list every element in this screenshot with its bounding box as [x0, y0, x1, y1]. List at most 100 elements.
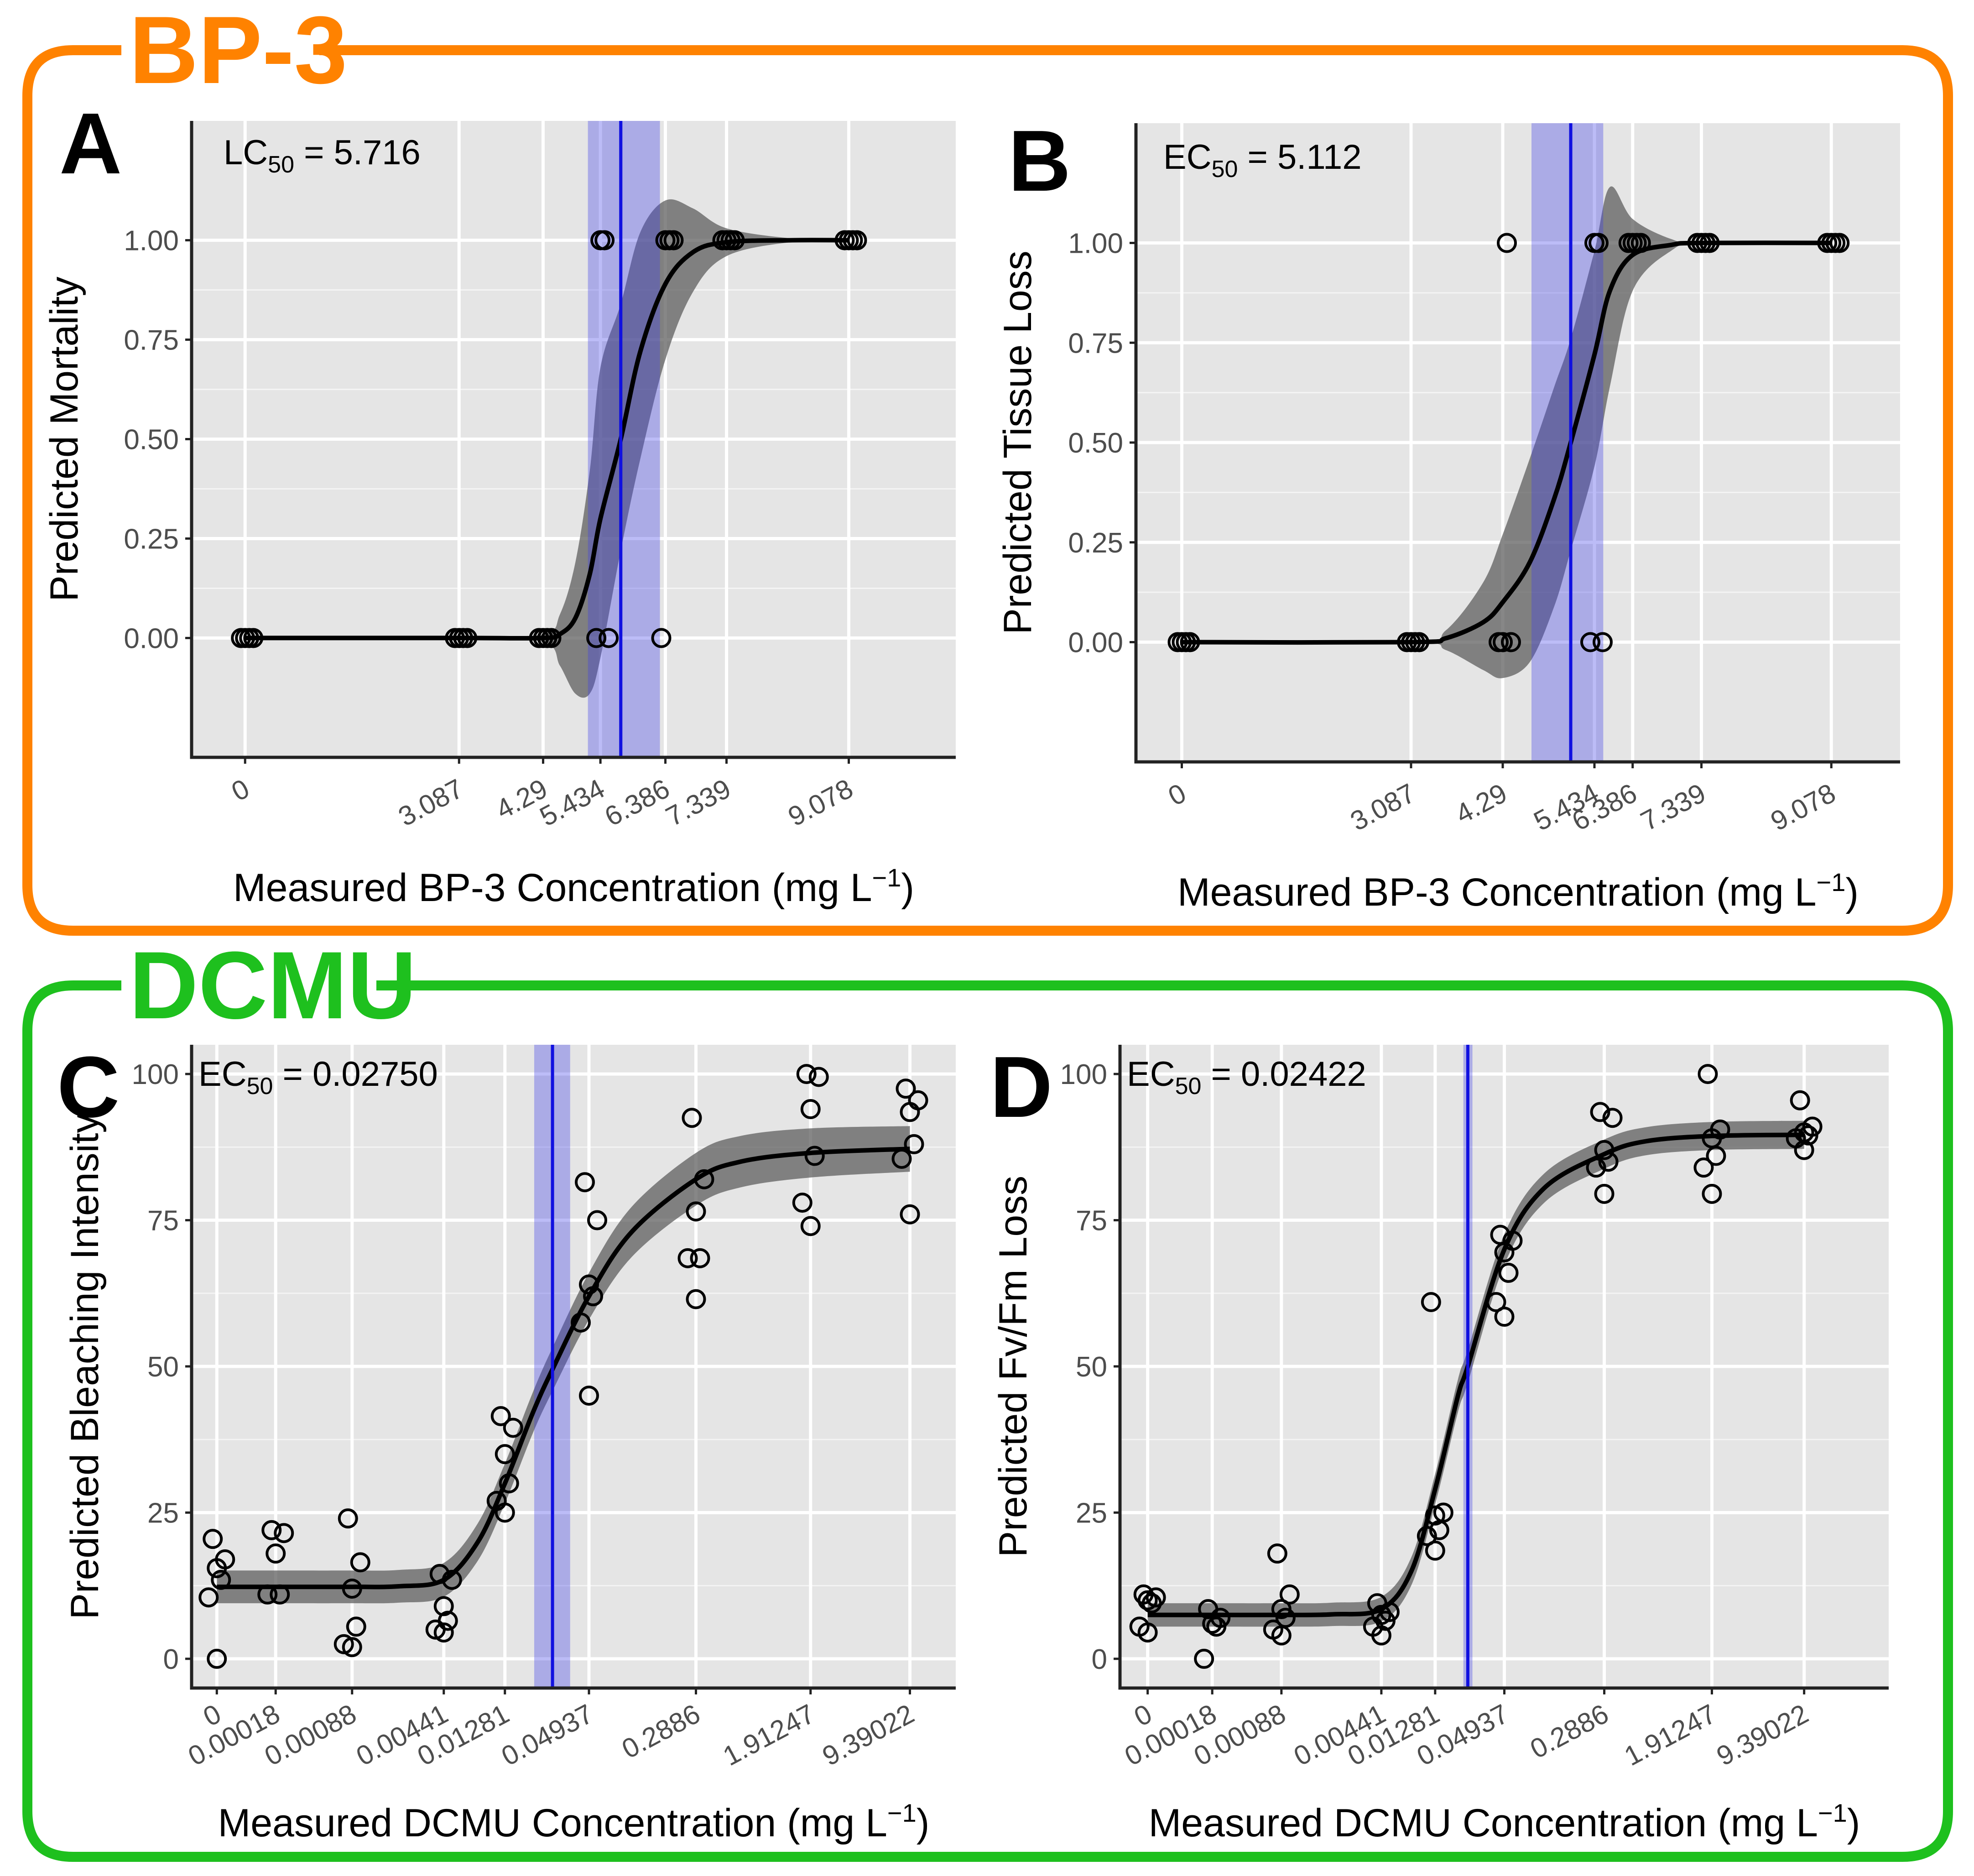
x-tick-label: 5.434	[535, 773, 609, 832]
data-point	[1425, 1505, 1445, 1526]
ec50-label: EC	[1163, 138, 1212, 177]
data-point	[266, 1543, 286, 1564]
data-point	[1695, 233, 1716, 253]
axis-lines	[1118, 1045, 1889, 1690]
data-point	[891, 1148, 912, 1169]
data-point	[1271, 1625, 1292, 1646]
data-point	[537, 628, 557, 648]
data-point	[270, 1584, 290, 1605]
data-point	[808, 1067, 829, 1087]
y-tick-label: 0.00	[1068, 627, 1123, 659]
x-tick-label: 0.04937	[496, 1698, 598, 1772]
y-tick-label: 75	[1076, 1205, 1107, 1237]
ec50-label: LC	[224, 133, 268, 172]
x-tick-label: 0.2886	[617, 1698, 705, 1764]
data-point	[796, 1064, 817, 1084]
data-point	[583, 1286, 603, 1307]
data-point	[843, 230, 863, 250]
panel-letter-c: C	[57, 1039, 120, 1136]
group-title-dcmu: DCMU	[129, 932, 417, 1039]
x-tick-label: 9.078	[783, 773, 858, 832]
x-tick-label: 3.087	[1345, 777, 1420, 837]
data-point	[1279, 1584, 1300, 1605]
data-point	[1486, 1292, 1506, 1312]
plot-content	[231, 121, 867, 757]
y-tick-label: 0.75	[124, 325, 179, 356]
fitted-curve	[1147, 1132, 1804, 1617]
ec50-subscript: 50	[247, 1073, 273, 1100]
data-point	[198, 1587, 219, 1608]
x-tick-label: 1.91247	[1620, 1698, 1721, 1772]
ec50-value: = 5.716	[294, 133, 421, 172]
data-point	[1375, 1610, 1396, 1631]
ec50-subscript: 50	[268, 151, 294, 178]
y-tick-label: 75	[147, 1205, 179, 1237]
data-point	[1586, 1157, 1606, 1178]
data-point	[257, 1584, 278, 1605]
data-point	[207, 1648, 227, 1669]
data-point	[1698, 1064, 1718, 1084]
panel-d-fvfm-loss: 025507510000.000180.000880.004410.012810…	[991, 1045, 1889, 1845]
data-point	[599, 628, 619, 648]
data-point	[1498, 1262, 1519, 1283]
data-point	[686, 1289, 706, 1309]
y-tick-label: 0.50	[1068, 427, 1123, 459]
data-point	[211, 1569, 231, 1590]
x-tick-label: 7.339	[1636, 777, 1711, 837]
y-tick-label: 0.50	[124, 424, 179, 456]
data-point	[442, 1569, 462, 1590]
ec50-label: EC	[198, 1055, 247, 1094]
data-point	[203, 1529, 223, 1549]
ec50-subscript: 50	[1212, 156, 1238, 182]
x-tick-label: 6.386	[600, 773, 675, 832]
panel-b-tissue-loss: 0.000.250.500.751.000 3.087 4.29 5.4346.386…	[996, 123, 1900, 914]
data-point	[659, 230, 680, 250]
data-point	[694, 1169, 714, 1189]
data-point	[1794, 1140, 1814, 1160]
fit-confidence-ribbon	[217, 1126, 910, 1604]
data-point	[686, 1201, 706, 1222]
data-point	[900, 1102, 920, 1122]
data-point	[792, 1193, 813, 1213]
group-bp3-frame	[22, 45, 1953, 936]
data-point	[1417, 1526, 1437, 1546]
data-point	[1589, 233, 1609, 253]
data-point	[1141, 1593, 1162, 1614]
y-tick-label: 50	[147, 1351, 179, 1383]
y-tick-label: 0.25	[1068, 527, 1123, 559]
data-point	[1590, 1102, 1610, 1122]
data-point	[682, 1108, 702, 1128]
data-point	[900, 1204, 920, 1225]
fit-confidence-ribbon	[1182, 186, 1832, 678]
data-point	[1202, 1614, 1223, 1634]
data-point	[338, 1508, 358, 1529]
ec50-annotation: EC50 = 0.02422	[1127, 1055, 1366, 1100]
data-point	[1598, 1152, 1619, 1172]
data-point	[800, 1099, 821, 1119]
fitted-curve	[217, 1146, 910, 1589]
data-point	[433, 1596, 454, 1616]
data-point	[594, 230, 615, 250]
data-point	[207, 1558, 227, 1579]
data-point	[239, 628, 260, 648]
data-point	[571, 1312, 591, 1333]
data-point	[1593, 632, 1613, 652]
data-point	[651, 628, 672, 648]
y-tick-label: 25	[1076, 1497, 1107, 1529]
group-dcmu: DCMU	[22, 932, 1953, 1862]
y-tick-label: 0.00	[124, 623, 179, 654]
x-tick-label: 3.087	[393, 773, 468, 832]
x-tick-label: 9.39022	[1712, 1698, 1813, 1772]
data-point	[503, 1417, 523, 1438]
data-point	[1790, 1090, 1810, 1110]
x-tick-label: 1.91247	[718, 1698, 820, 1772]
data-point	[587, 1210, 607, 1230]
y-axis-title: Predicted Tissue Loss	[996, 250, 1040, 634]
data-point	[1267, 1543, 1287, 1564]
x-tick-label: 0.2886	[1525, 1698, 1613, 1764]
data-point	[1429, 1520, 1449, 1540]
data-point	[342, 1579, 362, 1599]
data-point	[1594, 1183, 1615, 1204]
x-tick-label: 9.078	[1766, 777, 1840, 837]
y-tick-label: 100	[1060, 1059, 1107, 1090]
